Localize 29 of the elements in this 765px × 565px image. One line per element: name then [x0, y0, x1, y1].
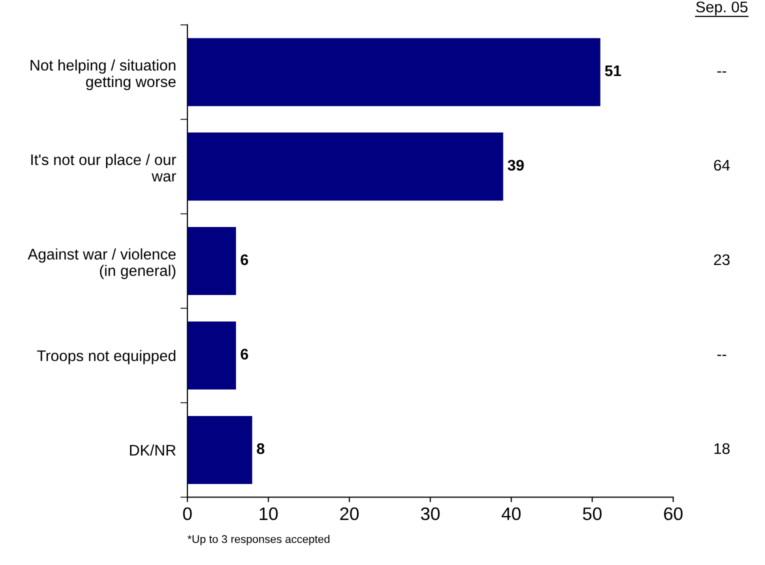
- bar: [187, 227, 236, 296]
- x-tick-label: 50: [582, 507, 602, 520]
- text: 23: [714, 254, 730, 266]
- x-tick-label: 60: [664, 507, 683, 520]
- text: --: [717, 71, 726, 73]
- x-tick-label: 40: [502, 507, 521, 520]
- y-tick-label: DK/NR: [130, 444, 176, 456]
- data-label: 51: [604, 66, 622, 76]
- text: --: [717, 354, 726, 356]
- bar: [187, 416, 252, 484]
- y-tick-label: Troops not equipped: [37, 350, 176, 364]
- text: 18: [714, 443, 730, 454]
- bar: [187, 321, 236, 390]
- text: 64: [714, 160, 730, 171]
- x-tick-label: 20: [340, 507, 359, 520]
- text: Sep. 05: [696, 2, 748, 16]
- x-tick-label: 30: [420, 507, 440, 520]
- data-label: 6: [240, 348, 248, 360]
- y-tick-label: Not helping / situation getting worse: [30, 59, 176, 90]
- data-label: 8: [256, 443, 264, 454]
- bar: [187, 132, 504, 201]
- x-tick-label: 10: [260, 507, 278, 520]
- text: *Up to 3 responses accepted: [188, 534, 330, 546]
- y-tick-label: It's not our place / our war: [31, 154, 176, 182]
- data-label: 39: [508, 160, 524, 171]
- data-label: 6: [240, 254, 248, 266]
- bar: [187, 38, 600, 106]
- y-tick-label: Against war / violence (in general): [28, 248, 176, 280]
- x-tick-label: 0: [183, 507, 192, 520]
